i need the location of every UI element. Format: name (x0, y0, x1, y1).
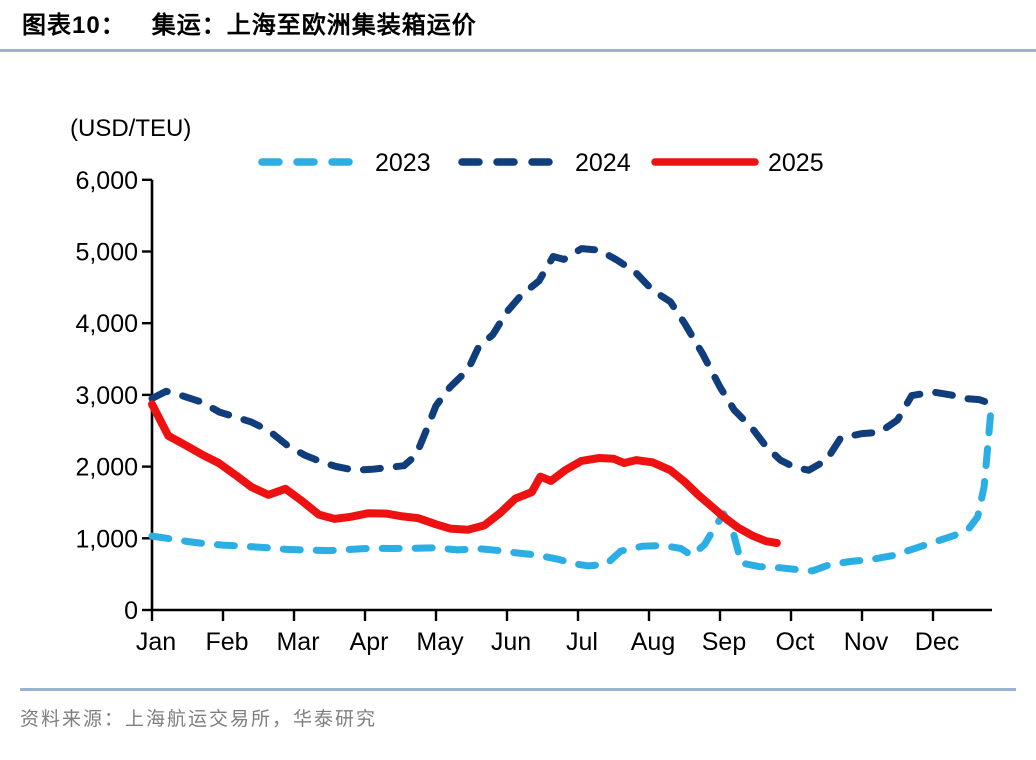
y-tick-label: 3,000 (75, 382, 138, 410)
series-line-2024 (148, 245, 992, 474)
x-tick-label-May: May (416, 628, 464, 656)
x-tick-label-Dec: Dec (915, 628, 959, 656)
x-tick-label-Aug: Aug (631, 628, 675, 656)
x-tick-label-Nov: Nov (844, 628, 889, 656)
y-tick-label: 2,000 (75, 454, 138, 482)
y-tick-label: 0 (124, 597, 138, 625)
freight-rate-line-chart: (USD/TEU) 2023 2024 2025 0 1,000 2,000 3,000 4,0… (70, 115, 994, 656)
x-tick-label-Jun: Jun (491, 628, 531, 656)
x-tick-label-Mar: Mar (276, 628, 319, 656)
chart-area: (USD/TEU) 2023 2024 2025 0 1,000 2,000 3,000 4,0… (0, 54, 1036, 676)
legend-label-2024: 2024 (575, 149, 631, 177)
y-tick-label: 4,000 (75, 310, 138, 338)
title-text: 集运：上海至欧洲集装箱运价 (151, 12, 477, 39)
y-tick-label: 6,000 (75, 167, 138, 195)
legend-label-2023: 2023 (375, 149, 431, 177)
title-divider (0, 49, 1036, 52)
x-tick-label-Oct: Oct (776, 628, 815, 656)
x-tick-label-Jan: Jan (136, 628, 176, 656)
series-line-2023 (148, 411, 994, 575)
x-tick-label-Feb: Feb (205, 628, 248, 656)
y-tick-label: 1,000 (75, 525, 138, 553)
title-prefix: 图表10： (22, 12, 126, 39)
chart-footer: 资料来源：上海航运交易所，华泰研究 (20, 688, 1016, 731)
legend-label-2025: 2025 (768, 149, 824, 177)
source-note: 资料来源：上海航运交易所，华泰研究 (20, 709, 378, 730)
y-tick-label: 5,000 (75, 239, 138, 267)
series-line-2025 (148, 400, 781, 547)
x-tick-label-Apr: Apr (350, 628, 389, 656)
x-tick-label-Sep: Sep (702, 628, 746, 656)
x-tick-label-Jul: Jul (566, 628, 598, 656)
chart-header: 图表10： 集运：上海至欧洲集装箱运价 (0, 0, 1036, 49)
y-axis-unit-label: (USD/TEU) (70, 115, 191, 142)
page-title: 图表10： 集运：上海至欧洲集装箱运价 (22, 12, 1016, 40)
